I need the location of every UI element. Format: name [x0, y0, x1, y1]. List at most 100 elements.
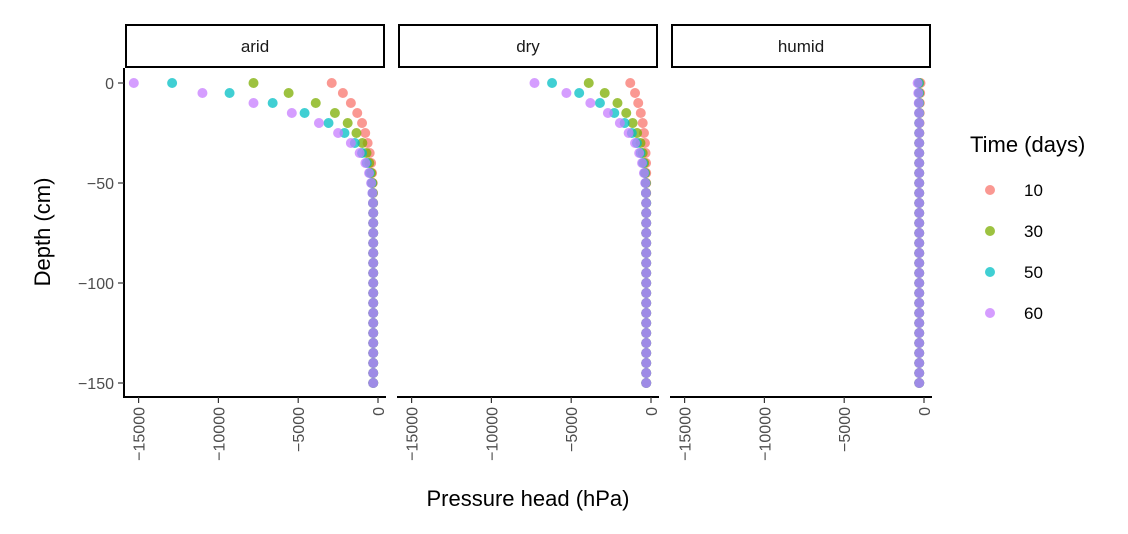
data-point: [585, 98, 596, 108]
x-tick-label: −5000: [564, 407, 581, 452]
data-point: [594, 98, 605, 108]
series-60: [529, 78, 652, 388]
x-tick-label: −15000: [678, 407, 695, 461]
data-point: [621, 108, 632, 118]
data-point: [333, 128, 344, 138]
data-point: [224, 88, 235, 98]
data-point: [914, 248, 925, 258]
strip-label: dry: [516, 37, 540, 56]
legend-swatch: [985, 185, 995, 195]
data-point: [914, 178, 925, 188]
data-point: [625, 78, 636, 88]
data-point: [637, 158, 648, 168]
x-tick-label: 0: [917, 407, 934, 416]
data-point: [368, 258, 379, 268]
strip-box: [398, 24, 658, 68]
data-point: [326, 78, 337, 88]
data-point: [913, 98, 924, 108]
legend-swatch: [985, 267, 995, 277]
legend-label: 50: [1024, 263, 1043, 282]
data-point: [357, 138, 368, 148]
data-point: [641, 298, 652, 308]
data-point: [283, 88, 294, 98]
panel-arid: arid −15000 −10000 −5000 0 0 −50 −100 −150: [78, 24, 388, 461]
x-tick-label: 0: [371, 407, 388, 416]
data-point: [914, 158, 925, 168]
data-point: [641, 318, 652, 328]
data-point: [914, 338, 925, 348]
strip-box: [671, 24, 931, 68]
data-point: [640, 188, 651, 198]
data-point: [640, 178, 651, 188]
data-point: [630, 88, 641, 98]
data-point: [167, 78, 178, 88]
data-point: [366, 178, 377, 188]
legend-title: Time (days): [970, 132, 1085, 157]
x-axis-title: Pressure head (hPa): [427, 486, 630, 511]
data-point: [267, 98, 278, 108]
data-point: [364, 168, 375, 178]
data-point: [360, 128, 371, 138]
data-point: [641, 358, 652, 368]
data-point: [299, 108, 310, 118]
data-point: [310, 98, 321, 108]
data-point: [914, 328, 925, 338]
data-point: [914, 238, 925, 248]
data-point: [641, 308, 652, 318]
data-point: [368, 288, 379, 298]
data-point: [354, 148, 365, 158]
data-point: [368, 368, 379, 378]
data-point: [352, 108, 363, 118]
y-tick-label: −100: [78, 276, 114, 293]
data-point: [914, 268, 925, 278]
data-point: [637, 118, 648, 128]
data-point: [368, 208, 379, 218]
data-point: [368, 278, 379, 288]
data-point: [914, 318, 925, 328]
data-point: [641, 268, 652, 278]
data-point: [914, 378, 925, 388]
x-tick-label: −15000: [132, 407, 149, 461]
data-point: [914, 228, 925, 238]
panel-dry: dry −15000 −10000 −5000 0: [397, 24, 661, 461]
data-point: [357, 118, 368, 128]
data-point: [913, 88, 924, 98]
data-point: [641, 208, 652, 218]
data-point: [337, 88, 348, 98]
data-point: [128, 78, 139, 88]
data-point: [313, 118, 324, 128]
series-60: [128, 78, 379, 388]
data-point: [248, 78, 259, 88]
data-point: [367, 198, 378, 208]
x-tick-label: −5000: [291, 407, 308, 452]
data-point: [574, 88, 585, 98]
data-point: [197, 88, 208, 98]
data-point: [547, 78, 558, 88]
data-point: [342, 118, 353, 128]
data-point: [641, 198, 652, 208]
data-point: [641, 238, 652, 248]
data-point: [641, 328, 652, 338]
legend-label: 30: [1024, 222, 1043, 241]
data-point: [914, 208, 925, 218]
data-point: [914, 168, 925, 178]
legend-label: 10: [1024, 181, 1043, 200]
data-point: [914, 198, 925, 208]
x-tick-label: −10000: [484, 407, 501, 461]
data-point: [630, 138, 641, 148]
data-point: [368, 348, 379, 358]
data-point: [367, 188, 378, 198]
data-point: [641, 228, 652, 238]
legend-label: 60: [1024, 304, 1043, 323]
data-point: [612, 98, 623, 108]
x-tick-label: −10000: [757, 407, 774, 461]
data-point: [633, 98, 644, 108]
legend: Time (days) 10 30 50 60: [970, 132, 1085, 323]
strip-box: [125, 24, 385, 68]
data-point: [914, 308, 925, 318]
y-tick-label: −50: [87, 176, 114, 193]
y-tick-label: −150: [78, 376, 114, 393]
data-point: [368, 338, 379, 348]
data-point: [641, 218, 652, 228]
